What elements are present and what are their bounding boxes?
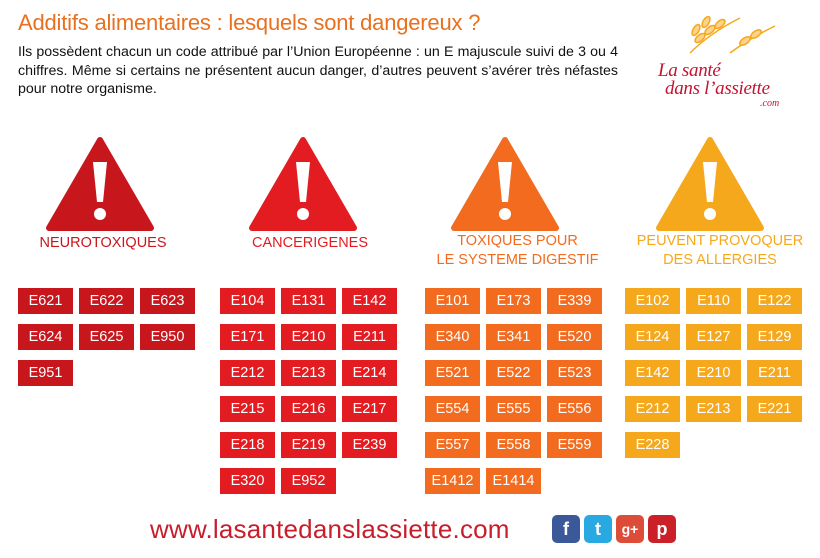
additive-code-e213: E213: [281, 360, 336, 386]
additive-code-e142: E142: [342, 288, 397, 314]
additive-code-e213: E213: [686, 396, 741, 422]
additive-code-e110: E110: [686, 288, 741, 314]
additive-code-e211: E211: [747, 360, 802, 386]
intro-text: Ils possèdent chacun un code attribué pa…: [18, 44, 618, 97]
additive-code-e171: E171: [220, 324, 275, 350]
google-plus-icon[interactable]: g+: [616, 515, 644, 543]
additive-code-e621: E621: [18, 288, 73, 314]
additive-code-e218: E218: [220, 432, 275, 458]
additive-code-e1414: E1414: [486, 468, 541, 494]
category-label-toxiques-digestif: TOXIQUES POUR LE SYSTEME DIGESTIF: [425, 232, 610, 270]
category-label-line-1: PEUVENT PROVOQUER: [636, 233, 804, 249]
category-label-line-1: CANCERIGENES: [251, 235, 369, 251]
facebook-icon[interactable]: f: [552, 515, 580, 543]
warning-icon: [249, 137, 357, 231]
additive-code-e216: E216: [281, 396, 336, 422]
additive-code-e339: E339: [547, 288, 602, 314]
category-label-line-1: TOXIQUES POUR: [457, 233, 578, 249]
additive-code-e124: E124: [625, 324, 680, 350]
additive-code-e122: E122: [747, 288, 802, 314]
additive-code-e129: E129: [747, 324, 802, 350]
additive-code-e127: E127: [686, 324, 741, 350]
additive-code-e555: E555: [486, 396, 541, 422]
additive-code-e217: E217: [342, 396, 397, 422]
additive-code-e221: E221: [747, 396, 802, 422]
website-link[interactable]: www.lasantedanslassiette.com: [150, 514, 510, 544]
page-title: Additifs alimentaires : lesquels sont da…: [18, 10, 481, 35]
wheat-icon: [689, 15, 776, 54]
warning-icon: [656, 137, 764, 231]
additive-code-e558: E558: [486, 432, 541, 458]
logo-line-2: dans l’assiette: [665, 78, 770, 99]
additive-code-e520: E520: [547, 324, 602, 350]
category-label-line-2: DES ALLERGIES: [663, 252, 777, 268]
additive-code-e320: E320: [220, 468, 275, 494]
category-label-line-2: LE SYSTEME DIGESTIF: [436, 252, 599, 268]
additive-code-e523: E523: [547, 360, 602, 386]
additive-code-e102: E102: [625, 288, 680, 314]
additive-code-e340: E340: [425, 324, 480, 350]
additive-code-e950: E950: [140, 324, 195, 350]
additive-code-e1412: E1412: [425, 468, 480, 494]
additive-code-e522: E522: [486, 360, 541, 386]
additive-code-e239: E239: [342, 432, 397, 458]
logo-line-1: La santé: [658, 60, 721, 81]
category-label-cancerigenes: CANCERIGENES: [220, 234, 400, 253]
additive-code-e623: E623: [140, 288, 195, 314]
category-label-neurotoxiques: NEUROTOXIQUES: [18, 234, 188, 253]
additive-code-e101: E101: [425, 288, 480, 314]
additive-code-e211: E211: [342, 324, 397, 350]
additive-code-e228: E228: [625, 432, 680, 458]
additive-code-e104: E104: [220, 288, 275, 314]
additive-code-e219: E219: [281, 432, 336, 458]
pinterest-icon[interactable]: p: [648, 515, 676, 543]
additive-code-e625: E625: [79, 324, 134, 350]
additive-code-e556: E556: [547, 396, 602, 422]
additive-code-e622: E622: [79, 288, 134, 314]
additive-code-e559: E559: [547, 432, 602, 458]
additive-code-e131: E131: [281, 288, 336, 314]
additive-code-e341: E341: [486, 324, 541, 350]
additive-code-e212: E212: [625, 396, 680, 422]
category-label-line-1: NEUROTOXIQUES: [39, 235, 167, 251]
additive-code-e952: E952: [281, 468, 336, 494]
twitter-icon[interactable]: t: [584, 515, 612, 543]
additive-code-e173: E173: [486, 288, 541, 314]
additive-code-e212: E212: [220, 360, 275, 386]
additive-code-e554: E554: [425, 396, 480, 422]
additive-code-e142: E142: [625, 360, 680, 386]
category-label-allergies: PEUVENT PROVOQUER DES ALLERGIES: [625, 232, 815, 270]
warning-icon: [46, 137, 154, 231]
additive-code-e214: E214: [342, 360, 397, 386]
additive-code-e557: E557: [425, 432, 480, 458]
additive-code-e951: E951: [18, 360, 73, 386]
additive-code-e210: E210: [281, 324, 336, 350]
additive-code-e215: E215: [220, 396, 275, 422]
additive-code-e210: E210: [686, 360, 741, 386]
warning-icon: [451, 137, 559, 231]
logo-domain: .com: [760, 98, 780, 109]
additive-code-e624: E624: [18, 324, 73, 350]
brand-logo[interactable]: La santé dans l’assiette .com: [650, 8, 810, 118]
additive-code-e521: E521: [425, 360, 480, 386]
